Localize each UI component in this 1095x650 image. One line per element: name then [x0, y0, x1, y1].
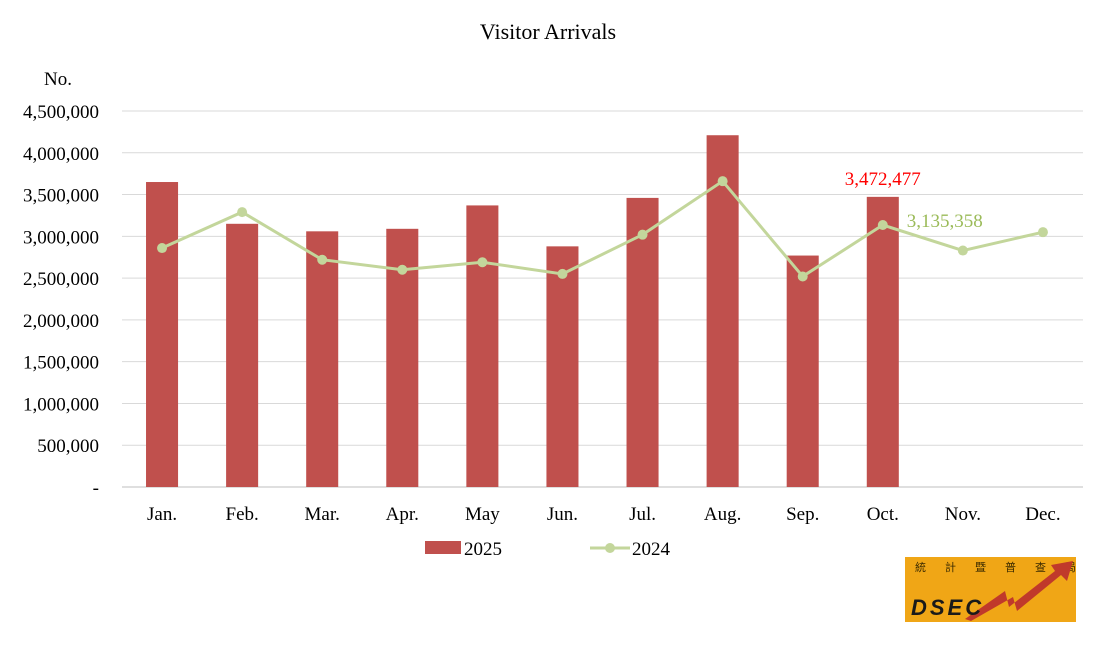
- y-tick-label: 3,500,000: [23, 186, 99, 207]
- logo-zigzag-icon: [965, 561, 1073, 621]
- y-tick-label: 4,000,000: [23, 144, 99, 165]
- bar-series-2025: [146, 135, 899, 488]
- point-2024: [877, 220, 888, 231]
- logo-char: 查: [1035, 560, 1046, 574]
- data-label: 3,472,477: [845, 169, 921, 190]
- y-tick-label: 1,000,000: [23, 394, 99, 415]
- legend-label: 2025: [464, 539, 502, 560]
- y-tick-label: 4,500,000: [23, 102, 99, 123]
- x-tick-label: Jul.: [629, 504, 656, 525]
- data-label: 3,135,358: [907, 211, 983, 232]
- x-tick-label: Oct.: [867, 504, 899, 525]
- point-2024: [397, 264, 408, 275]
- bar-2025: [626, 197, 659, 488]
- y-tick-label: -: [93, 478, 99, 499]
- x-tick-label: Feb.: [226, 504, 259, 525]
- x-tick-label: Mar.: [305, 504, 340, 525]
- point-2024: [477, 257, 488, 268]
- x-tick-label: Jan.: [147, 504, 177, 525]
- point-2024: [717, 176, 728, 187]
- point-2024: [237, 207, 248, 218]
- y-tick-label: 2,000,000: [23, 311, 99, 332]
- annotations: 3,472,477 3,135,358: [845, 169, 983, 232]
- y-tick-label: 500,000: [37, 436, 99, 457]
- point-2024: [157, 243, 168, 254]
- legend: 2025 2024: [425, 539, 671, 560]
- legend-label: 2024: [632, 539, 671, 560]
- logo-char: 統: [915, 560, 926, 574]
- point-2024: [557, 268, 568, 279]
- point-2024: [1037, 227, 1048, 238]
- x-tick-label: Sep.: [786, 504, 819, 525]
- line-series-2024: [157, 176, 1048, 282]
- bar-2025: [306, 231, 339, 487]
- point-2024: [797, 271, 808, 282]
- y-tick-label: 3,000,000: [23, 227, 99, 248]
- bar-2025: [146, 182, 179, 487]
- x-tick-label: May: [465, 504, 500, 525]
- point-2024: [637, 229, 648, 240]
- logo-char: 暨: [975, 561, 986, 574]
- point-2024: [317, 254, 328, 265]
- x-tick-label: Dec.: [1025, 504, 1060, 525]
- logo-char: 計: [945, 560, 956, 574]
- line-2024: [161, 179, 1044, 279]
- y-tick-label: 1,500,000: [23, 353, 99, 374]
- x-tick-label: Nov.: [945, 504, 981, 525]
- bar-2025: [866, 196, 899, 487]
- logo-char: 普: [1005, 560, 1016, 574]
- legend-swatch-marker-2024: [605, 543, 615, 553]
- logo-text: DSEC: [911, 595, 984, 620]
- bar-2025: [466, 205, 499, 487]
- x-tick-label: Aug.: [704, 504, 741, 525]
- legend-swatch-2025: [425, 541, 461, 554]
- x-tick-label: Jun.: [547, 504, 578, 525]
- bar-2025: [226, 223, 259, 488]
- bar-2025: [786, 255, 819, 487]
- point-2024: [957, 245, 968, 256]
- y-axis-ticks: - 500,000 1,000,000 1,500,000 2,000,000 2,500…: [23, 102, 99, 499]
- chart-title: Visitor Arrivals: [480, 19, 616, 44]
- x-axis-ticks: Jan. Feb. Mar. Apr. May Jun. Jul. Aug. Sep. Oct. N…: [147, 504, 1061, 525]
- y-tick-label: 2,500,000: [23, 269, 99, 290]
- x-tick-label: Apr.: [386, 504, 419, 525]
- bar-2025: [546, 246, 579, 487]
- gridlines: [122, 110, 1083, 488]
- y-axis-label: No.: [44, 69, 72, 90]
- dsec-logo: 統計暨普查局 DSEC: [905, 557, 1076, 622]
- logo-background: [905, 557, 1076, 622]
